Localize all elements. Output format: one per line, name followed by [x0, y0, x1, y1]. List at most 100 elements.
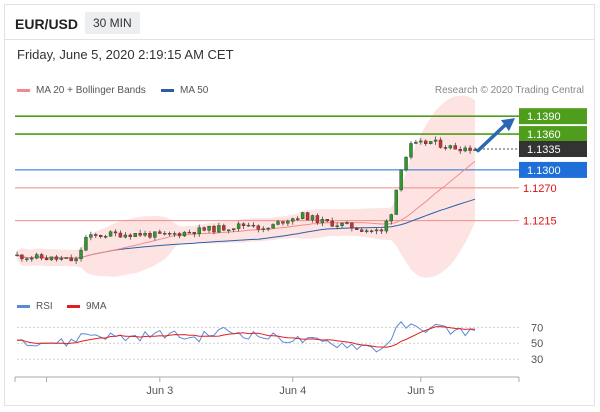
- candle-body: [276, 221, 280, 225]
- candle-body: [438, 139, 443, 148]
- candle-body: [256, 225, 261, 230]
- candle-body: [231, 228, 236, 231]
- candle-body: [251, 224, 256, 227]
- level-tag: [519, 161, 587, 178]
- target-arrow-shaft: [476, 123, 507, 153]
- candle-body: [241, 223, 246, 226]
- research-credit: Research © 2020 Trading Central: [434, 85, 584, 96]
- candle-body: [468, 147, 472, 151]
- candle-body: [197, 227, 201, 235]
- level-text: 1.1215: [523, 216, 557, 228]
- level-label-1.1300: 1.1300: [519, 161, 587, 178]
- candle-body: [261, 228, 265, 230]
- candle-body: [404, 156, 408, 171]
- timestamp: Friday, June 5, 2020 2:19:15 AM CET: [17, 47, 234, 62]
- candle-body: [207, 225, 211, 231]
- target-arrow-head: [501, 118, 515, 132]
- candle-body: [177, 233, 182, 237]
- x-tick-label: Jun 4: [279, 385, 306, 397]
- candle-body: [310, 215, 315, 221]
- candle-body: [315, 215, 320, 223]
- candle-body: [340, 223, 344, 226]
- legend-rsi-label: RSI: [36, 301, 53, 312]
- candle-body: [167, 233, 172, 235]
- candle-body: [414, 141, 418, 144]
- candle-body: [295, 218, 300, 220]
- candle-body: [286, 221, 290, 224]
- candle-body: [202, 227, 206, 231]
- level-label-1.1335: 1.1335: [519, 141, 587, 158]
- candle-body: [448, 145, 453, 149]
- level-label-1.1390: 1.1390: [519, 108, 587, 125]
- legend-ma20-label: MA 20 + Bollinger Bands: [36, 85, 146, 96]
- legend-ma20: MA 20 + Bollinger Bands: [17, 85, 146, 96]
- candle-body: [345, 222, 349, 225]
- candle-body: [69, 257, 73, 262]
- candle-body: [59, 258, 64, 260]
- candle-body: [20, 254, 24, 260]
- candle-body: [34, 254, 39, 259]
- candle-body: [153, 231, 157, 238]
- candle-body: [158, 231, 162, 234]
- candle-body: [222, 225, 226, 231]
- candle-body: [305, 212, 310, 221]
- candle-body: [143, 233, 147, 236]
- candle-body: [89, 234, 93, 238]
- candle-body: [118, 232, 123, 238]
- candle-body: [291, 218, 295, 222]
- candle-body: [419, 140, 423, 143]
- candle-body: [123, 234, 128, 238]
- x-tick-label: Jun 3: [146, 385, 173, 397]
- candle-body: [320, 219, 325, 223]
- legend-9ma-swatch: [67, 305, 80, 308]
- candle-body: [163, 233, 167, 235]
- candle-body: [271, 224, 275, 229]
- legend-ma20-swatch: [17, 89, 30, 92]
- candle-body: [350, 222, 354, 229]
- candle-body: [74, 258, 78, 262]
- candle-body: [192, 232, 197, 235]
- candle-body: [325, 219, 329, 222]
- candle-body: [473, 149, 477, 151]
- candle-body: [113, 231, 118, 234]
- candle-body: [335, 225, 339, 227]
- candle-body: [108, 231, 113, 237]
- candle-body: [227, 229, 231, 232]
- rsi-9ma-line: [16, 326, 476, 348]
- level-text: 1.1360: [527, 129, 561, 141]
- candle-body: [360, 229, 364, 232]
- candle-body: [148, 233, 152, 238]
- candle-body: [399, 169, 403, 191]
- rsi-tick-label: 30: [531, 354, 543, 366]
- candle-body: [30, 257, 34, 260]
- candle-body: [246, 224, 251, 227]
- symbol-title: EUR/USD: [15, 16, 79, 32]
- legend-rsi: RSI: [17, 301, 53, 312]
- chart-widget: EUR/USD 30 MIN Friday, June 5, 2020 2:19…: [4, 4, 595, 406]
- ma20-line: [16, 160, 476, 259]
- candle-body: [49, 256, 54, 261]
- level-text: 1.1335: [527, 144, 561, 156]
- candle-body: [463, 147, 467, 152]
- candle-body: [217, 225, 221, 233]
- candle-body: [409, 143, 413, 158]
- candle-body: [172, 233, 177, 235]
- candle-body: [300, 212, 305, 219]
- level-tag: [519, 141, 587, 158]
- candle-body: [424, 140, 428, 145]
- candle-body: [379, 229, 384, 232]
- level-text: 1.1270: [523, 183, 557, 195]
- candle-body: [182, 231, 187, 237]
- candle-body: [355, 227, 359, 230]
- candle-body: [389, 214, 393, 222]
- candle-body: [44, 257, 49, 261]
- candle-body: [433, 139, 438, 142]
- candle-body: [443, 147, 448, 149]
- rsi-tick-label: 70: [531, 322, 543, 334]
- candle-body: [384, 220, 389, 232]
- legend-9ma-label: 9MA: [86, 301, 107, 312]
- candle-body: [458, 149, 462, 152]
- level-label-1.1215: 1.1215: [523, 216, 557, 228]
- level-text: 1.1390: [527, 111, 561, 123]
- timeframe-badge[interactable]: 30 MIN: [85, 12, 140, 34]
